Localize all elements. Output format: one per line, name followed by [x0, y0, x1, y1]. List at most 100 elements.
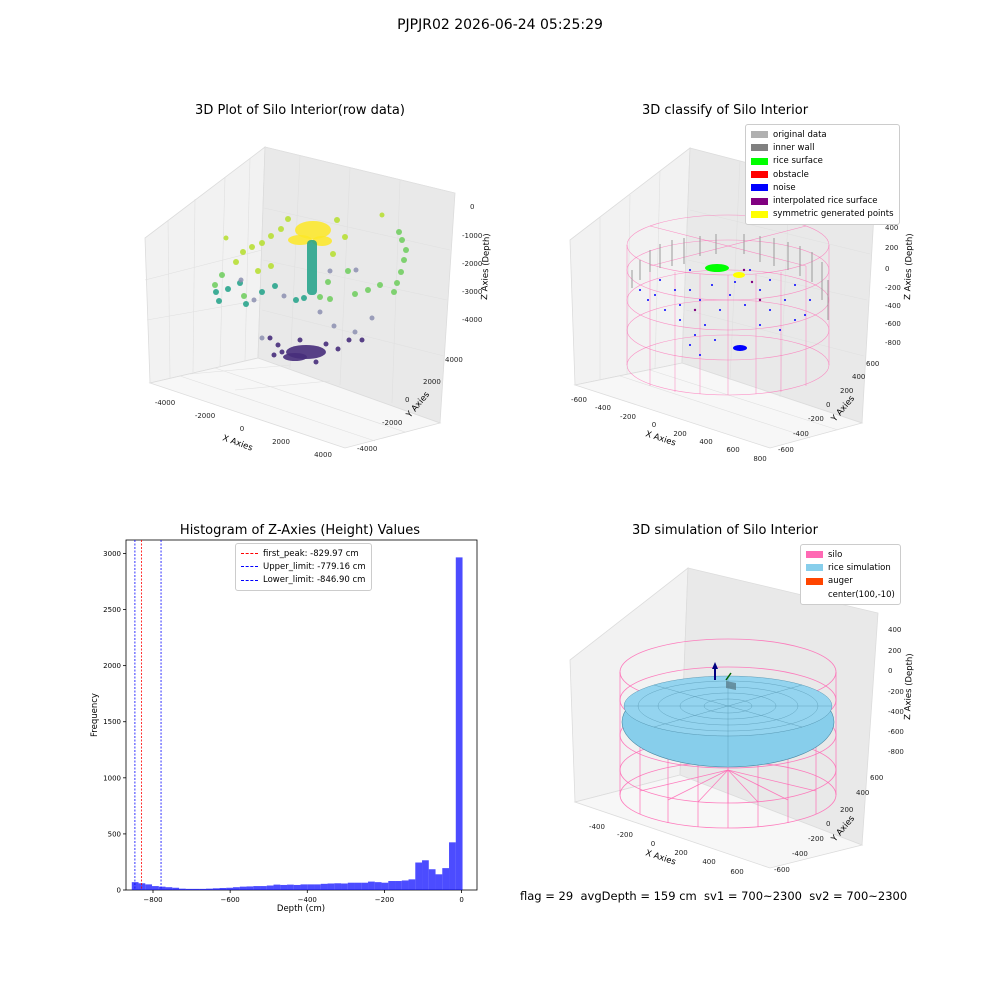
plot4-ytick: 600 [870, 774, 883, 782]
plot4-axis-ticks: -400 -200 0 200 400 600 -600 -400 -200 0… [589, 626, 904, 876]
histogram-bar [381, 882, 389, 890]
histogram-bar [260, 886, 267, 890]
histogram-bar [388, 881, 396, 890]
plot4-ztick: -600 [888, 728, 904, 736]
histogram-bar [422, 860, 429, 890]
histogram-bar [158, 886, 166, 890]
plot1-ytick: 4000 [445, 356, 463, 364]
legend-swatch [241, 566, 258, 568]
plot2-xtick: 800 [753, 455, 766, 463]
plot1-ytick: -2000 [382, 419, 402, 427]
legend-item: original data [751, 128, 894, 141]
histogram-xlabel: Depth (cm) [277, 904, 325, 914]
plot1-xtick: 4000 [314, 451, 332, 459]
plot2-xtick: -600 [571, 396, 587, 404]
plot1-ytick: 0 [405, 396, 409, 404]
legend-swatch [806, 564, 823, 572]
histogram-bar [138, 883, 146, 890]
histogram-vlines [134, 540, 162, 890]
plot2-ztick: -800 [885, 339, 901, 347]
plot4-ztick: 200 [888, 647, 901, 655]
plot1-ztick: -2000 [462, 260, 482, 268]
histogram-ylabel: Frequency [90, 693, 100, 737]
plot2-axis-ticks: -600 -400 -200 0 200 400 600 800 -600 -4… [571, 224, 901, 463]
plot4-ytick: 0 [826, 820, 830, 828]
histogram-ytick-label: 2500 [103, 606, 121, 614]
plot4-ztick: -800 [888, 748, 904, 756]
histogram-bar [165, 887, 173, 890]
histogram-bar [320, 883, 328, 890]
histogram-xtick-label: 0 [459, 896, 463, 904]
plot2-ytick: 600 [866, 360, 879, 368]
plot1-ytick: -4000 [357, 445, 377, 453]
histogram-bar [233, 887, 240, 890]
histogram-bar [307, 884, 315, 890]
histogram-bar [354, 882, 362, 890]
histogram-bar [415, 862, 423, 890]
histogram-bar [334, 883, 342, 890]
plot4-ytick: -600 [774, 866, 790, 874]
plot2-ztick: 0 [885, 265, 889, 273]
plot2-ztick: 400 [885, 224, 898, 232]
histogram-bar [192, 888, 200, 890]
plot1-xtick: -4000 [155, 399, 175, 407]
legend-swatch [806, 577, 823, 585]
histogram-bar [280, 884, 288, 890]
histogram-bar [152, 886, 159, 890]
legend-item: silo [806, 548, 895, 561]
plot4-xtick: 0 [651, 840, 655, 848]
histogram-bars [131, 557, 463, 890]
histogram-bar [179, 888, 186, 890]
histogram-xtick-label: −200 [375, 896, 394, 904]
plot1-xtick: -2000 [195, 412, 215, 420]
plot2-legend: original data inner wall rice surface ob… [745, 124, 900, 226]
plot1-zlabel: Z Axies (Depth) [480, 233, 492, 300]
histogram-bar [273, 884, 281, 890]
legend-label: auger [828, 576, 853, 587]
histogram-bar [253, 886, 261, 890]
histogram-bar [131, 882, 139, 890]
plot2-xtick: 400 [699, 438, 712, 446]
plot1-ztick: -4000 [462, 316, 482, 324]
histogram-legend: first_peak: -829.97 cm Upper_limit: -779… [235, 543, 372, 591]
plot4-title: 3D simulation of Silo Interior [632, 523, 818, 538]
figure-title: PJPJR02 2026-06-24 05:25:29 [397, 17, 603, 33]
legend-label: original data [773, 129, 827, 140]
legend-item: Lower_limit: -846.90 cm [241, 574, 366, 587]
legend-label: center(100,-10) [828, 589, 895, 600]
plot2-ytick: -400 [793, 430, 809, 438]
plot1-ztick: -1000 [462, 232, 482, 240]
histogram-bar [266, 885, 274, 890]
legend-label: rice simulation [828, 562, 891, 573]
histogram-bar [368, 881, 375, 890]
plot4-xtick: -400 [589, 823, 605, 831]
plot2-xtick: -200 [620, 413, 636, 421]
plot2-zlabel: Z Axies (Depth) [903, 233, 915, 300]
plot4-ytick: -200 [808, 835, 824, 843]
histogram-bar [395, 881, 402, 890]
histogram-ytick-label: 1500 [103, 718, 121, 726]
plot2-noise-points [639, 267, 811, 356]
plot2-ztick: -400 [885, 302, 901, 310]
histogram-bar [145, 884, 153, 890]
histogram-ytick-label: 0 [117, 887, 121, 895]
plot4-ytick: -400 [792, 850, 808, 858]
legend-swatch [806, 551, 823, 559]
histogram-bar [327, 883, 335, 890]
histogram-bar [408, 879, 416, 890]
plot4-xtick: 400 [702, 858, 715, 866]
histogram-bar [172, 887, 180, 890]
histogram-ytick-label: 1000 [103, 774, 121, 782]
histogram-ytick-label: 2000 [103, 662, 121, 670]
legend-swatch [751, 171, 768, 179]
plot2-title: 3D classify of Silo Interior [641, 103, 809, 118]
plot4-ztick: -200 [888, 688, 904, 696]
plot1-ztick: 0 [470, 203, 474, 211]
legend-item: rice simulation [806, 561, 895, 574]
histogram-bar [361, 882, 369, 890]
plot2-xtick: -400 [595, 404, 611, 412]
plot4-rice-surface [621, 675, 835, 768]
histogram-xtick-label: −600 [221, 896, 240, 904]
